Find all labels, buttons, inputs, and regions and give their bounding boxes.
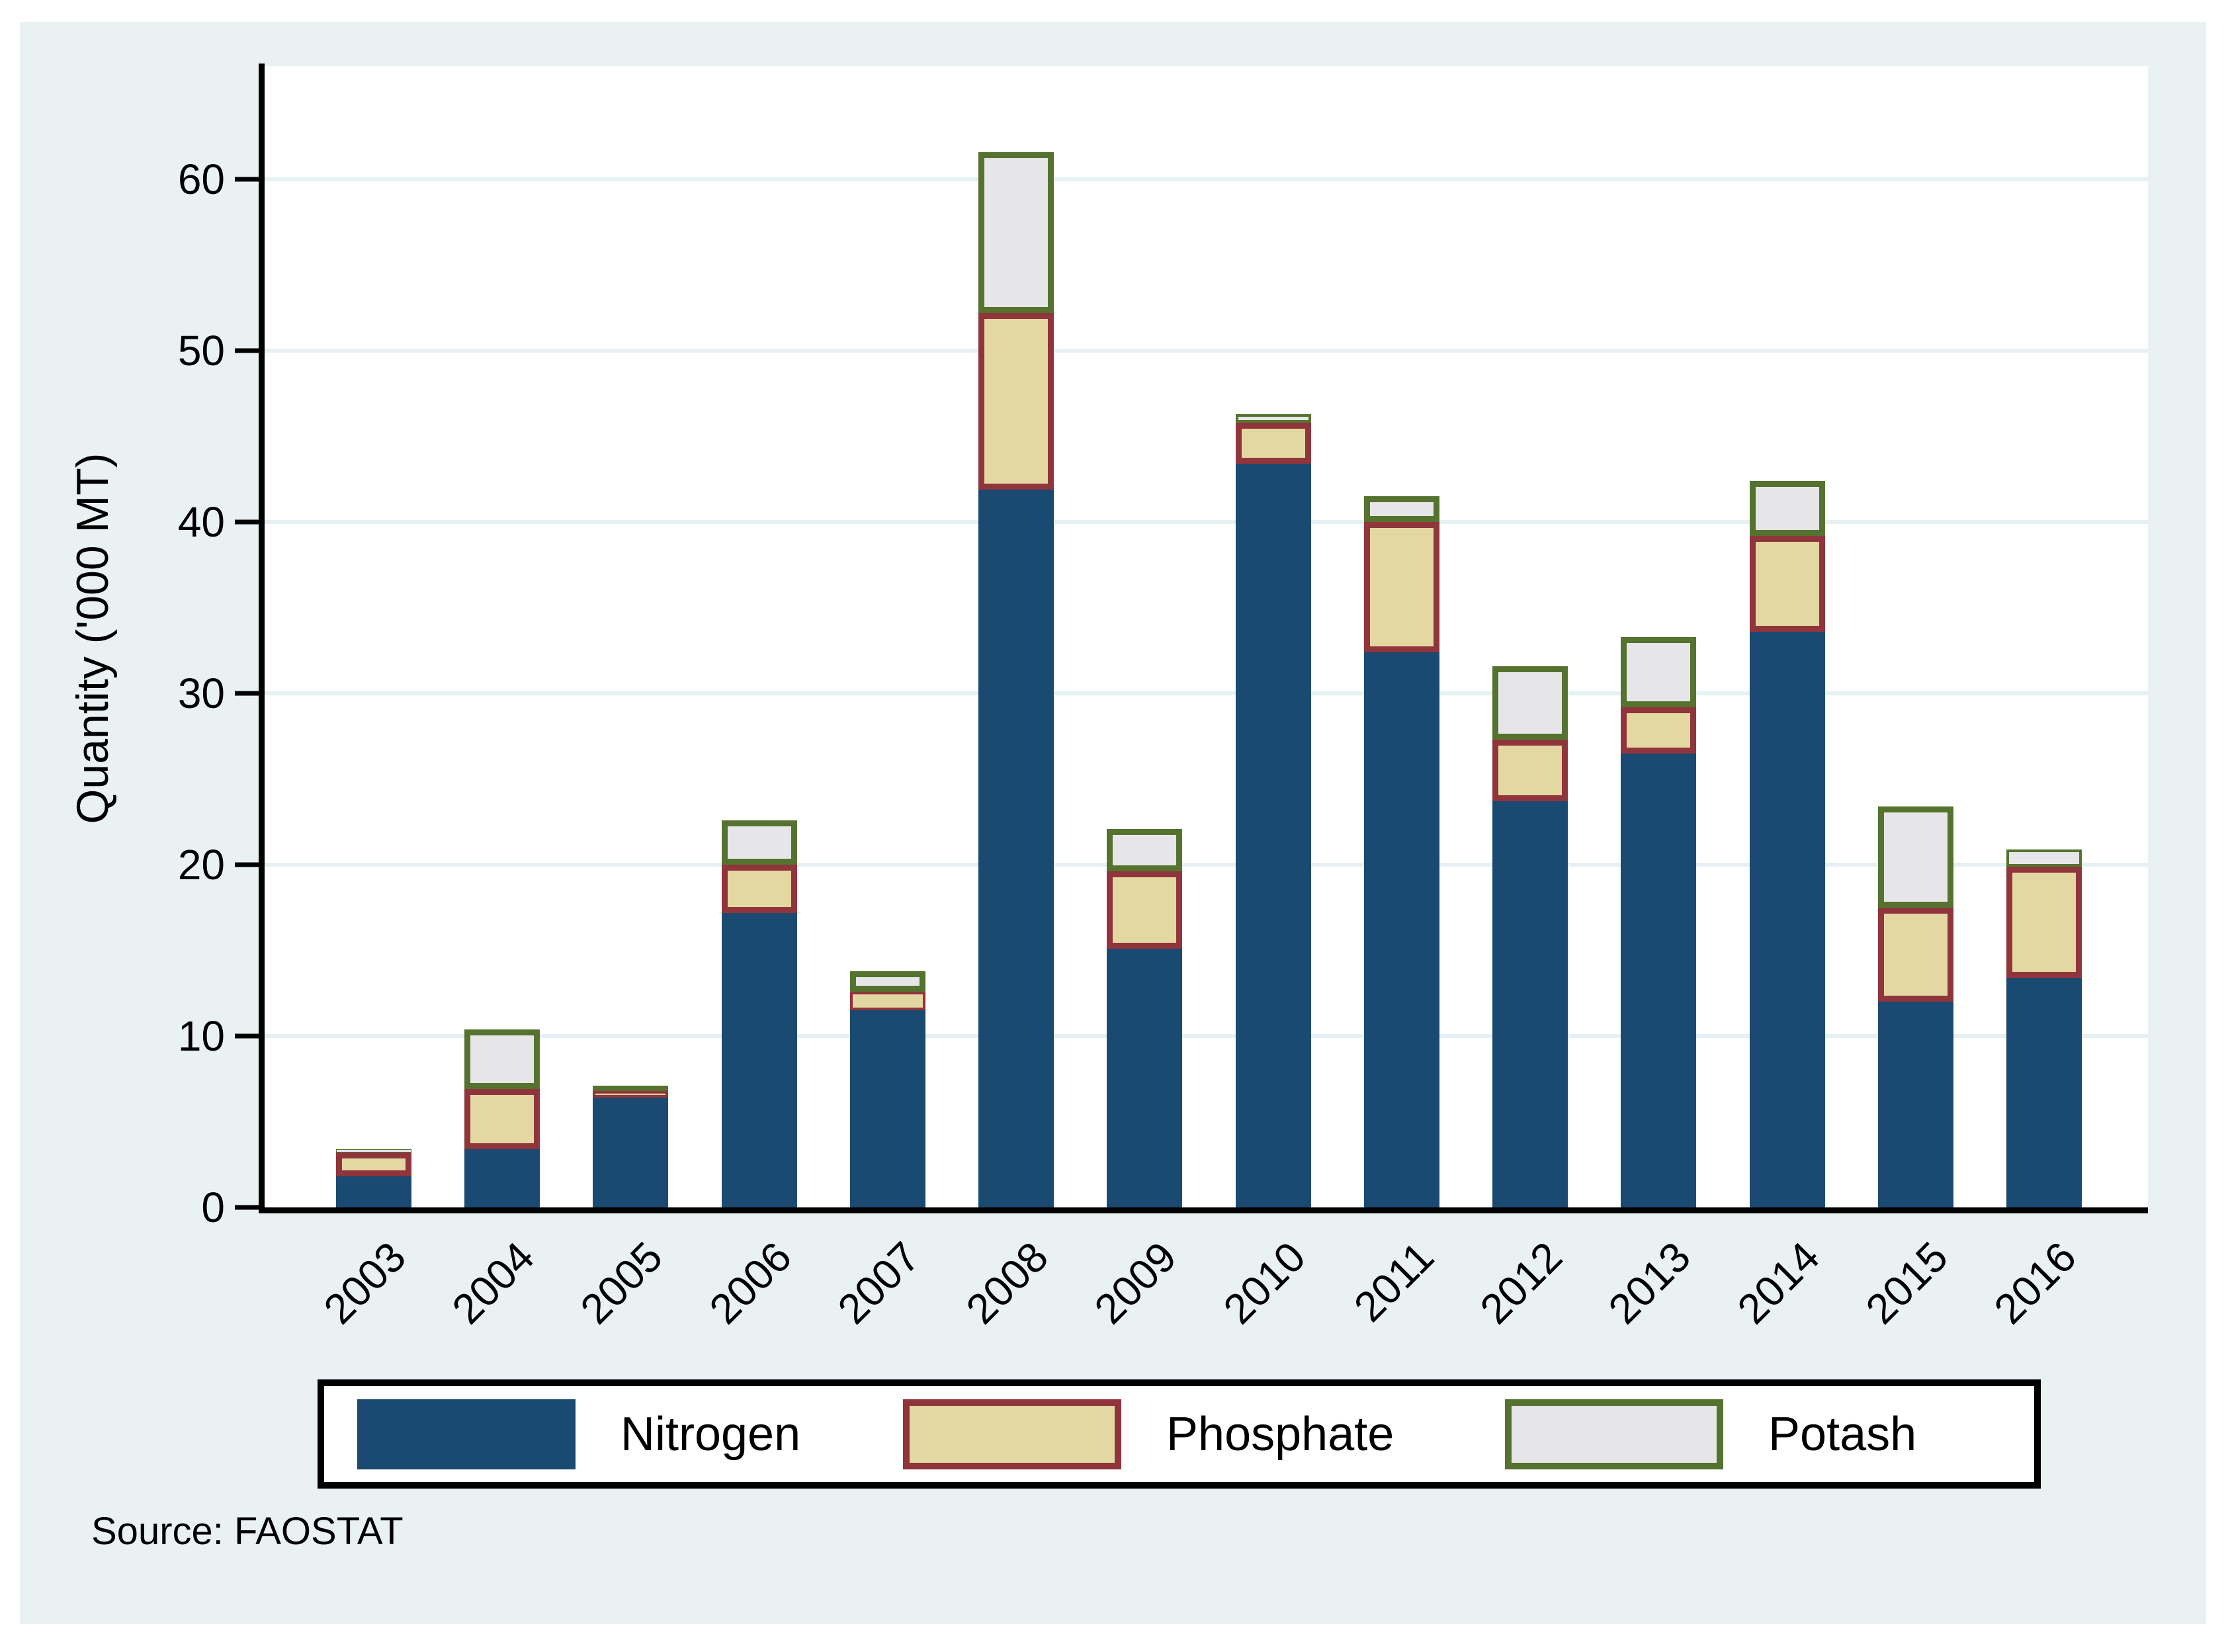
x-label-2015: 2015 xyxy=(1856,1233,1957,1333)
bar-2005-phosphate xyxy=(593,1090,669,1098)
x-label-2005: 2005 xyxy=(571,1233,672,1333)
bar-2008-nitrogen xyxy=(978,489,1054,1207)
bar-2012-phosphate xyxy=(1492,739,1568,802)
y-axis-title: Quantity ('000 MT) xyxy=(67,453,118,824)
x-label-2009: 2009 xyxy=(1085,1233,1186,1333)
legend-swatch-potash xyxy=(1505,1399,1723,1469)
gridline-20 xyxy=(265,863,2148,867)
bar-2005-nitrogen xyxy=(593,1098,669,1207)
x-label-2013: 2013 xyxy=(1599,1233,1700,1333)
y-tick-label-40: 40 xyxy=(177,498,225,546)
legend-label-potash: Potash xyxy=(1768,1407,1917,1461)
bar-2015-potash xyxy=(1877,806,1953,908)
y-tick-0 xyxy=(235,1205,259,1210)
legend-swatch-phosphate xyxy=(903,1399,1121,1469)
bar-2011-potash xyxy=(1363,496,1439,522)
bar-2013-potash xyxy=(1621,636,1697,707)
x-label-2014: 2014 xyxy=(1728,1233,1828,1333)
bar-2007-nitrogen xyxy=(849,1010,925,1207)
bar-2006-nitrogen xyxy=(721,912,797,1207)
gridline-10 xyxy=(265,1034,2148,1038)
y-tick-50 xyxy=(235,348,259,353)
bar-2006-potash xyxy=(721,820,797,865)
legend-label-nitrogen: Nitrogen xyxy=(621,1407,801,1461)
bar-2012-nitrogen xyxy=(1492,801,1568,1207)
bar-2009-phosphate xyxy=(1107,871,1183,949)
y-tick-60 xyxy=(235,177,259,182)
y-tick-30 xyxy=(235,691,259,696)
bar-2003-nitrogen xyxy=(336,1176,411,1207)
bar-2016-phosphate xyxy=(2006,866,2082,978)
x-label-2007: 2007 xyxy=(828,1233,929,1333)
y-tick-label-0: 0 xyxy=(201,1184,225,1231)
bar-2004-potash xyxy=(464,1029,540,1090)
bar-2004-nitrogen xyxy=(464,1149,540,1207)
bar-2015-phosphate xyxy=(1877,907,1953,1002)
x-label-2006: 2006 xyxy=(700,1233,800,1333)
bar-2013-phosphate xyxy=(1621,707,1697,754)
bar-2008-potash xyxy=(978,152,1054,313)
y-tick-label-10: 10 xyxy=(177,1012,225,1060)
bar-2011-nitrogen xyxy=(1363,652,1439,1207)
bar-2011-phosphate xyxy=(1363,522,1439,652)
x-axis-line xyxy=(259,1207,2148,1213)
y-tick-label-20: 20 xyxy=(177,841,225,889)
legend-item-nitrogen: Nitrogen xyxy=(357,1386,800,1482)
bar-2003-phosphate xyxy=(336,1152,411,1177)
bar-2007-phosphate xyxy=(849,991,925,1011)
bar-2012-potash xyxy=(1492,666,1568,740)
x-label-2003: 2003 xyxy=(314,1233,415,1333)
bar-2009-nitrogen xyxy=(1107,948,1183,1207)
bar-2015-nitrogen xyxy=(1877,1002,1953,1207)
bar-2014-nitrogen xyxy=(1749,631,1825,1207)
legend-item-phosphate: Phosphate xyxy=(903,1386,1394,1482)
x-label-2004: 2004 xyxy=(443,1233,544,1333)
x-label-2010: 2010 xyxy=(1214,1233,1314,1333)
legend: Nitrogen Phosphate Potash xyxy=(318,1379,2041,1489)
bar-2016-nitrogen xyxy=(2006,977,2082,1207)
legend-item-potash: Potash xyxy=(1505,1386,1916,1482)
y-tick-40 xyxy=(235,519,259,525)
legend-swatch-nitrogen xyxy=(357,1399,576,1469)
y-tick-10 xyxy=(235,1033,259,1039)
bar-2010-phosphate xyxy=(1235,422,1311,464)
bar-2009-potash xyxy=(1107,828,1183,872)
bar-2010-nitrogen xyxy=(1235,463,1311,1207)
bar-2013-nitrogen xyxy=(1621,753,1697,1207)
bar-2010-potash xyxy=(1235,413,1311,423)
x-label-2011: 2011 xyxy=(1344,1233,1443,1331)
bar-2007-potash xyxy=(849,971,925,992)
x-label-2008: 2008 xyxy=(957,1233,1058,1333)
legend-label-phosphate: Phosphate xyxy=(1166,1407,1394,1461)
bar-2016-potash xyxy=(2006,849,2082,867)
plot-area xyxy=(265,66,2148,1207)
bar-2004-phosphate xyxy=(464,1089,540,1149)
y-axis-line xyxy=(259,64,265,1213)
source-note: Source: FAOSTAT xyxy=(91,1510,404,1553)
y-tick-20 xyxy=(235,862,259,867)
bar-2014-phosphate xyxy=(1749,535,1825,632)
y-tick-label-50: 50 xyxy=(177,327,225,374)
bar-2003-potash xyxy=(336,1149,411,1153)
y-tick-label-60: 60 xyxy=(177,155,225,203)
x-label-2012: 2012 xyxy=(1471,1233,1572,1333)
gridline-30 xyxy=(265,691,2148,695)
gridline-40 xyxy=(265,520,2148,524)
bar-2014-potash xyxy=(1749,480,1825,536)
gridline-60 xyxy=(265,177,2148,181)
x-label-2016: 2016 xyxy=(1985,1233,2086,1333)
gridline-50 xyxy=(265,349,2148,353)
figure-canvas: 0 10 20 30 40 50 60 Quantity ('000 MT) 2003 200… xyxy=(20,22,2206,1624)
y-tick-label-30: 30 xyxy=(177,670,225,717)
bar-2006-phosphate xyxy=(721,865,797,913)
bar-2005-potash xyxy=(593,1086,669,1092)
bar-2008-phosphate xyxy=(978,313,1054,490)
